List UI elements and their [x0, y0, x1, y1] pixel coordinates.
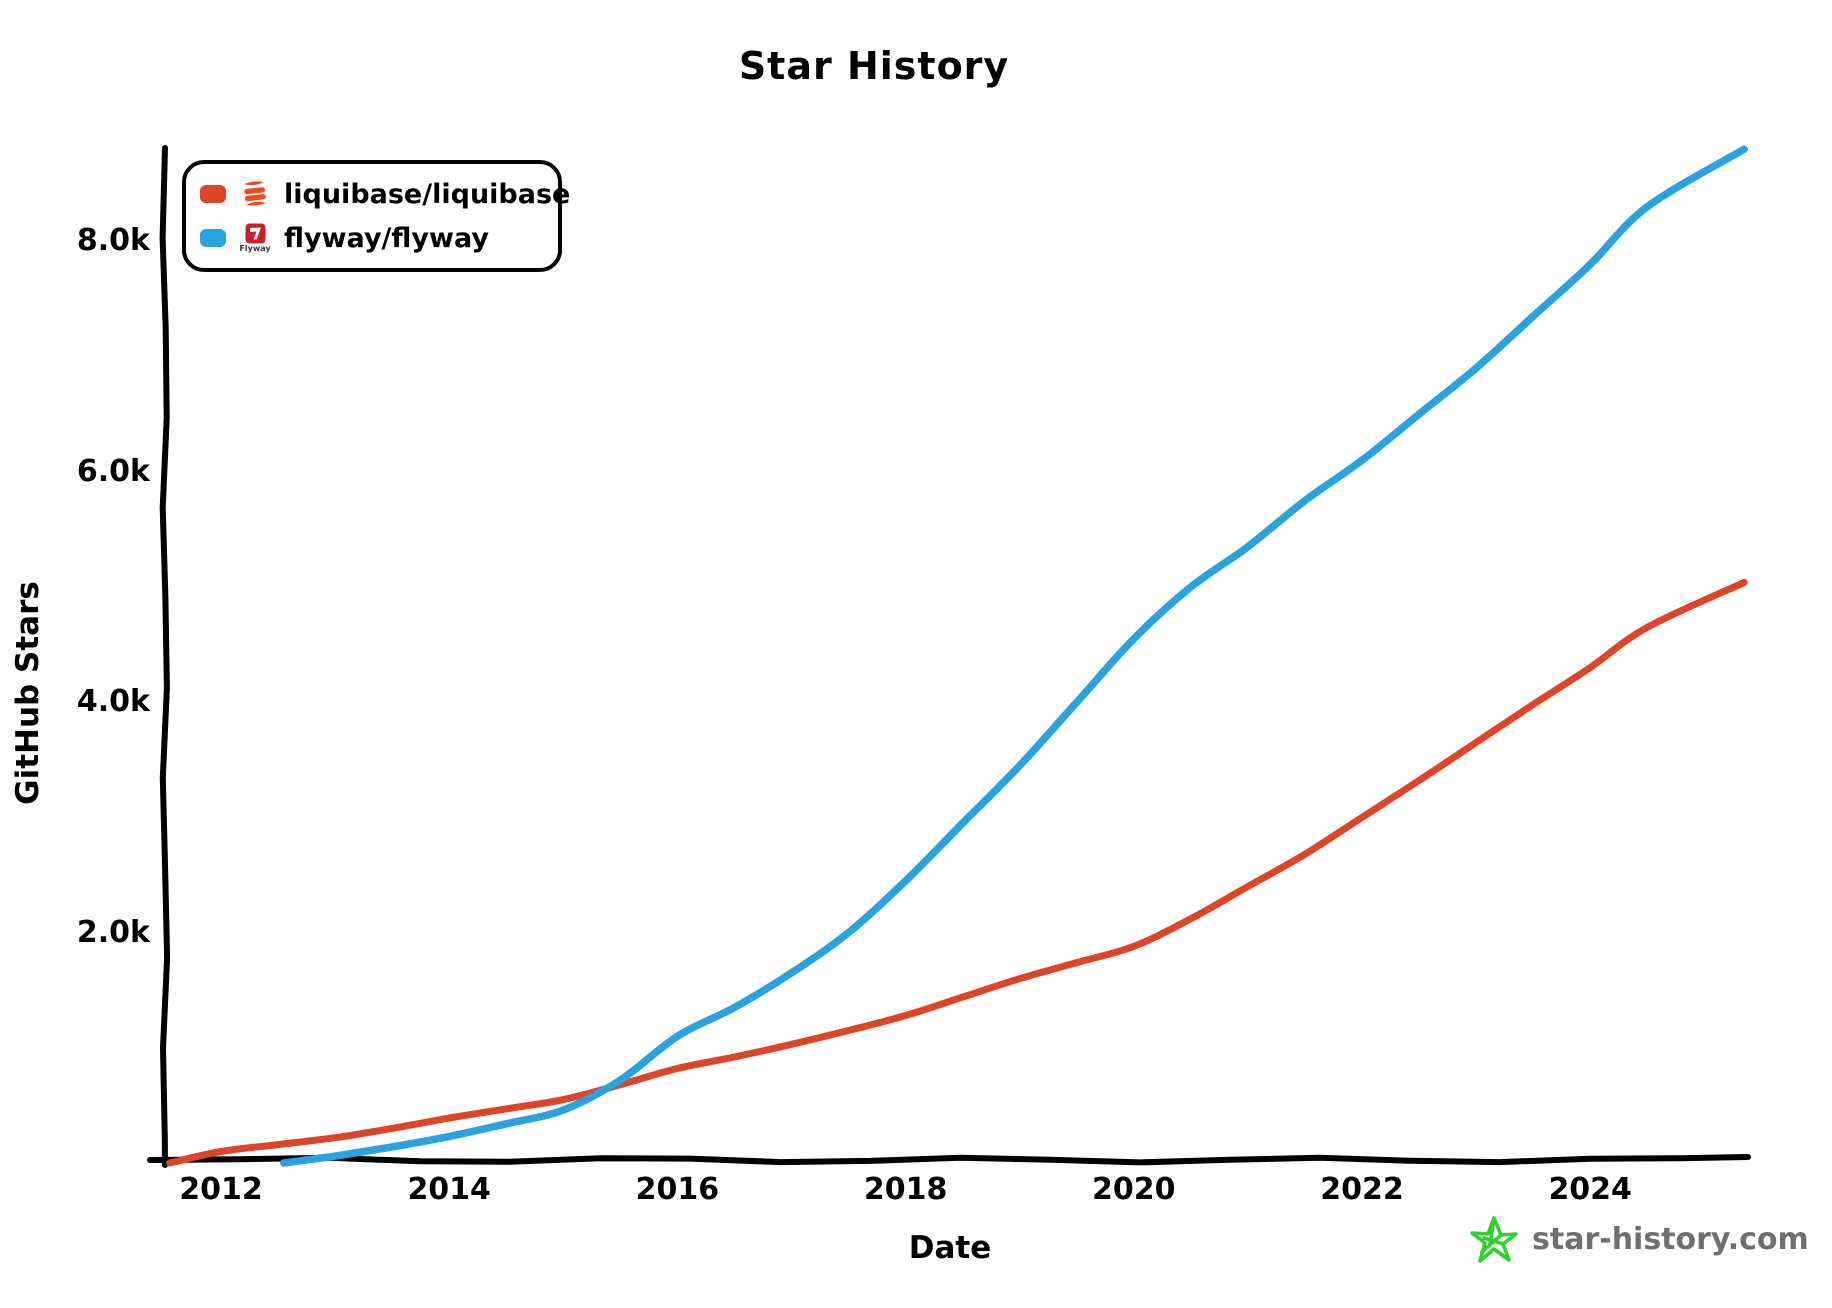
- series-line-liquibase: [166, 578, 1748, 1167]
- x-tick-2018: 2018: [863, 1172, 948, 1207]
- x-tick-2016: 2016: [635, 1172, 720, 1207]
- watermark: star-history.com: [1470, 1214, 1809, 1264]
- legend-label-flyway: flyway/flyway: [284, 222, 489, 254]
- flyway-logo-text: Flyway: [239, 244, 271, 253]
- legend: liquibase/liquibase Flyway flyway/flyway: [182, 160, 570, 272]
- y-tick-4.0k: 4.0k: [76, 684, 150, 720]
- liquibase-logo-icon: [238, 176, 272, 212]
- star-history-logo-icon: [1470, 1214, 1518, 1264]
- y-tick-2.0k: 2.0k: [76, 914, 150, 950]
- y-axis-line: [159, 145, 171, 1168]
- flyway-logo-icon: Flyway: [238, 220, 272, 256]
- x-axis-line: [147, 1154, 1751, 1166]
- x-axis-label: Date: [908, 1230, 992, 1266]
- chart-title: Star History: [738, 44, 1010, 88]
- series-line-flyway: [280, 145, 1748, 1167]
- legend-item-liquibase[interactable]: liquibase/liquibase: [200, 176, 570, 212]
- y-tick-8.0k: 8.0k: [76, 223, 150, 259]
- y-tick-6.0k: 6.0k: [76, 453, 150, 489]
- watermark-text: star-history.com: [1532, 1221, 1809, 1257]
- legend-swatch-liquibase: [200, 185, 226, 203]
- legend-swatch-flyway: [200, 229, 226, 247]
- legend-label-liquibase: liquibase/liquibase: [284, 178, 571, 210]
- x-tick-2012: 2012: [179, 1172, 263, 1207]
- legend-item-flyway[interactable]: Flyway flyway/flyway: [200, 220, 544, 256]
- x-tick-2022: 2022: [1320, 1172, 1404, 1207]
- x-tick-2020: 2020: [1092, 1172, 1176, 1207]
- x-tick-2014: 2014: [407, 1172, 491, 1207]
- x-tick-2024: 2024: [1548, 1172, 1632, 1207]
